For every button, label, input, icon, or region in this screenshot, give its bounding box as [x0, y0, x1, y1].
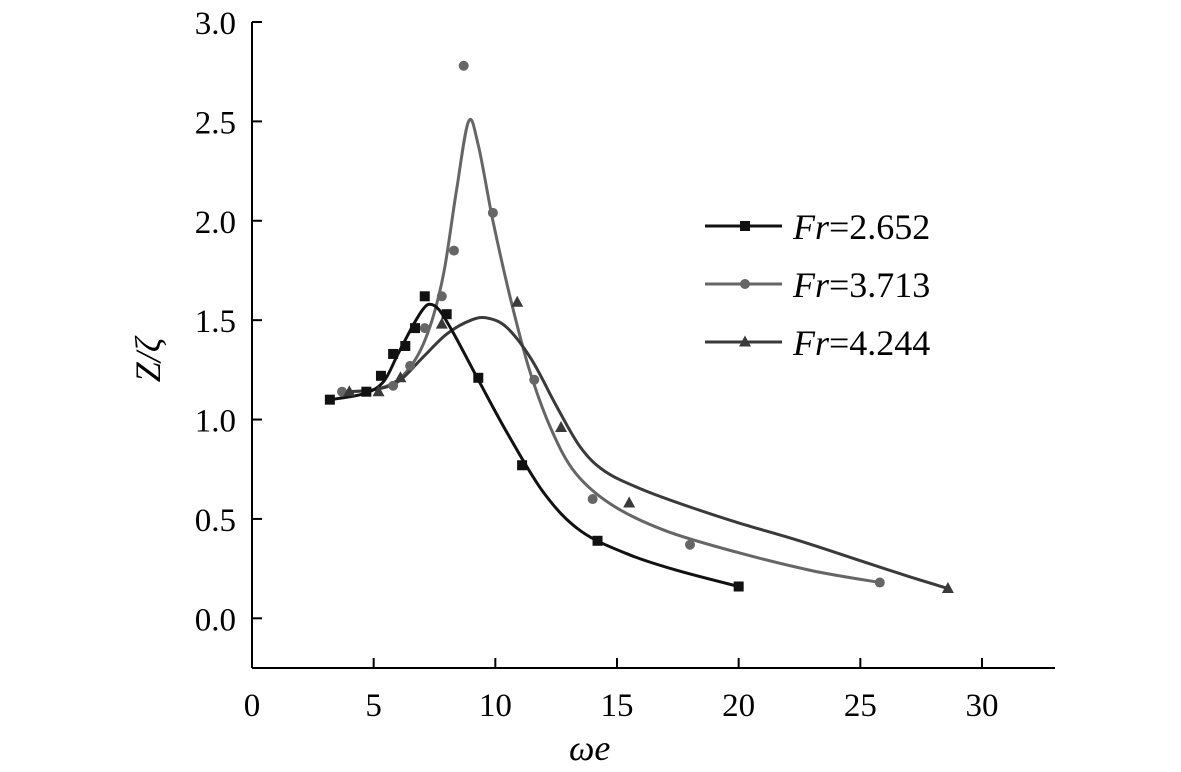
legend-marker: [740, 221, 750, 231]
series-line: [341, 118, 881, 584]
legend-label: Fr=3.713: [792, 265, 930, 305]
y-tick-label: 0.5: [195, 503, 236, 539]
legend-label-value: =2.652: [829, 207, 930, 247]
data-point-circle: [388, 380, 399, 391]
markers: [324, 60, 954, 593]
data-point-circle: [685, 539, 695, 550]
data-point-square: [388, 348, 399, 359]
y-tick-label: 0.0: [195, 602, 236, 638]
x-axis-title: ωe: [569, 728, 610, 768]
data-point-square: [361, 386, 372, 397]
data-point-circle: [448, 245, 459, 256]
x-tick-label: 10: [479, 688, 512, 724]
data-point-square: [592, 535, 603, 546]
legend-marker: [740, 279, 750, 289]
data-point-triangle: [623, 496, 636, 508]
data-point-square: [375, 370, 386, 381]
legend-label-value: =4.244: [829, 323, 930, 363]
data-point-square: [410, 323, 421, 334]
axes: 0 5 10 15 20 25 30 0.0 0.5 1.0 1.5 2.0 2.5 3.0 ωe Z/ζ: [128, 6, 1055, 768]
x-tick-label: 5: [365, 688, 382, 724]
data-point-square: [441, 309, 452, 320]
data-point-triangle: [511, 295, 524, 307]
legend-label: Fr=2.652: [792, 207, 930, 247]
x-tick-label: 15: [601, 688, 634, 724]
x-tick-label: 20: [722, 688, 755, 724]
curves: [329, 118, 949, 590]
legend-label-value: =3.713: [829, 265, 930, 305]
data-point-circle: [529, 374, 540, 385]
data-point-square: [733, 581, 744, 592]
x-tick-label: 0: [244, 688, 261, 724]
y-tick-label: 2.0: [195, 205, 236, 241]
data-point-triangle: [555, 420, 568, 432]
legend-label-symbol: Fr: [792, 265, 830, 305]
data-point-circle: [587, 494, 598, 505]
y-tick-label: 2.5: [195, 105, 236, 141]
x-tick-label: 25: [844, 688, 877, 724]
data-point-circle: [419, 323, 430, 334]
data-point-square: [400, 340, 411, 351]
data-point-triangle: [372, 385, 385, 397]
data-point-square: [517, 460, 528, 471]
data-point-circle: [487, 207, 498, 218]
series-line: [329, 302, 740, 588]
data-point-triangle: [394, 371, 407, 383]
data-point-triangle: [941, 581, 954, 593]
y-tick-label: 3.0: [195, 6, 236, 42]
y-tick-label: 1.0: [195, 404, 236, 440]
data-point-circle: [405, 360, 416, 371]
data-point-circle: [458, 60, 469, 71]
series-line: [346, 316, 949, 590]
data-point-square: [419, 291, 430, 302]
y-axis-title: Z/ζ: [128, 335, 168, 382]
legend-label: Fr=4.244: [792, 323, 930, 363]
data-point-circle: [436, 291, 447, 302]
legend-label-symbol: Fr: [792, 323, 830, 363]
legend-label-symbol: Fr: [792, 207, 830, 247]
data-point-triangle: [435, 317, 448, 329]
y-tick-label: 1.5: [195, 304, 236, 340]
data-point-circle: [874, 577, 885, 588]
data-point-square: [473, 372, 484, 383]
data-point-square: [324, 394, 335, 405]
legend-marker: [739, 335, 751, 347]
data-point-triangle: [343, 385, 356, 397]
x-tick-label: 30: [966, 688, 999, 724]
